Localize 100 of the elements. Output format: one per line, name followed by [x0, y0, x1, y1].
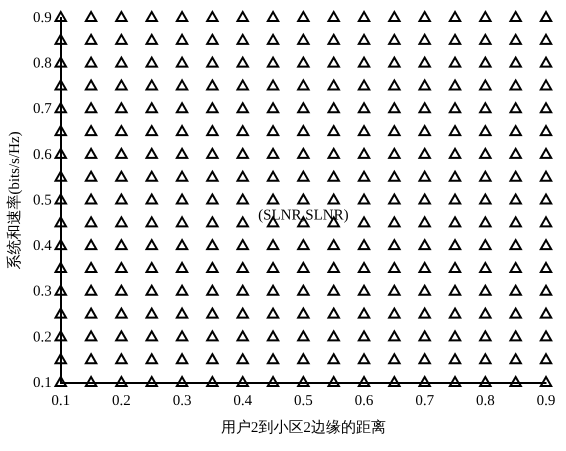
point [146, 56, 158, 68]
x-tick-label: 0.6 [354, 392, 374, 409]
point [328, 308, 340, 319]
point [115, 102, 128, 114]
point [297, 125, 310, 136]
point [115, 125, 128, 136]
point [358, 148, 370, 159]
point [479, 125, 492, 136]
y-tick-label: 0.4 [33, 238, 52, 254]
point [358, 56, 370, 68]
point [206, 34, 219, 45]
point [479, 194, 492, 204]
point [388, 11, 401, 22]
point [176, 308, 188, 319]
point [84, 262, 98, 273]
point [266, 170, 280, 182]
point [84, 170, 98, 182]
point [358, 216, 370, 228]
point [176, 353, 188, 364]
point [206, 170, 219, 182]
point [448, 56, 462, 68]
point [146, 284, 158, 296]
point [115, 353, 128, 364]
point [448, 216, 462, 228]
point [206, 308, 219, 319]
point [84, 34, 98, 45]
point [297, 56, 310, 68]
x-tick-label: 0.2 [112, 392, 131, 409]
y-tick-label: 0.9 [33, 10, 52, 26]
point [266, 102, 280, 114]
point [328, 56, 340, 68]
point [479, 376, 492, 387]
point [328, 239, 340, 250]
y-tick-label: 0.1 [33, 374, 52, 391]
point [388, 216, 401, 228]
point [236, 216, 249, 228]
point [266, 79, 280, 90]
point [146, 148, 158, 159]
point [509, 262, 522, 273]
point [266, 34, 280, 45]
x-tick-label: 0.4 [233, 392, 253, 409]
point [540, 11, 552, 22]
point [176, 56, 188, 68]
point [418, 216, 431, 228]
point [509, 170, 522, 182]
point [54, 79, 67, 90]
point [206, 194, 219, 204]
point [358, 308, 370, 319]
point [297, 194, 310, 204]
point [328, 194, 340, 204]
point [509, 353, 522, 364]
point [115, 194, 128, 204]
point [418, 262, 431, 273]
point [358, 376, 370, 387]
y-tick-label: 0.7 [33, 101, 52, 118]
point [176, 284, 188, 296]
point [418, 376, 431, 387]
point [206, 216, 219, 228]
point [54, 353, 67, 364]
point [266, 194, 280, 204]
point [540, 79, 552, 90]
point [115, 11, 128, 22]
point [418, 79, 431, 90]
point [448, 353, 462, 364]
point [146, 170, 158, 182]
x-tick-label: 0.7 [415, 392, 435, 409]
point [388, 148, 401, 159]
point [328, 330, 340, 342]
point [297, 308, 310, 319]
point [84, 102, 98, 114]
point [540, 308, 552, 319]
annotation: (SLNR,SLNR) [258, 207, 349, 224]
point [206, 284, 219, 296]
point [54, 376, 67, 387]
point [115, 239, 128, 250]
point [479, 330, 492, 342]
point [418, 330, 431, 342]
point [176, 194, 188, 204]
point [479, 239, 492, 250]
point [540, 148, 552, 159]
point [236, 148, 249, 159]
point [84, 330, 98, 342]
y-tick-label: 0.2 [33, 329, 52, 346]
x-tick-label: 0.9 [536, 392, 556, 409]
point [206, 262, 219, 273]
point [266, 239, 280, 250]
point [448, 376, 462, 387]
point [54, 125, 67, 136]
point [297, 376, 310, 387]
point [509, 56, 522, 68]
point [540, 284, 552, 296]
point [266, 262, 280, 273]
point [176, 79, 188, 90]
point [388, 170, 401, 182]
point [266, 11, 280, 22]
point [84, 194, 98, 204]
point [448, 170, 462, 182]
point [206, 148, 219, 159]
point [84, 308, 98, 319]
point [236, 170, 249, 182]
